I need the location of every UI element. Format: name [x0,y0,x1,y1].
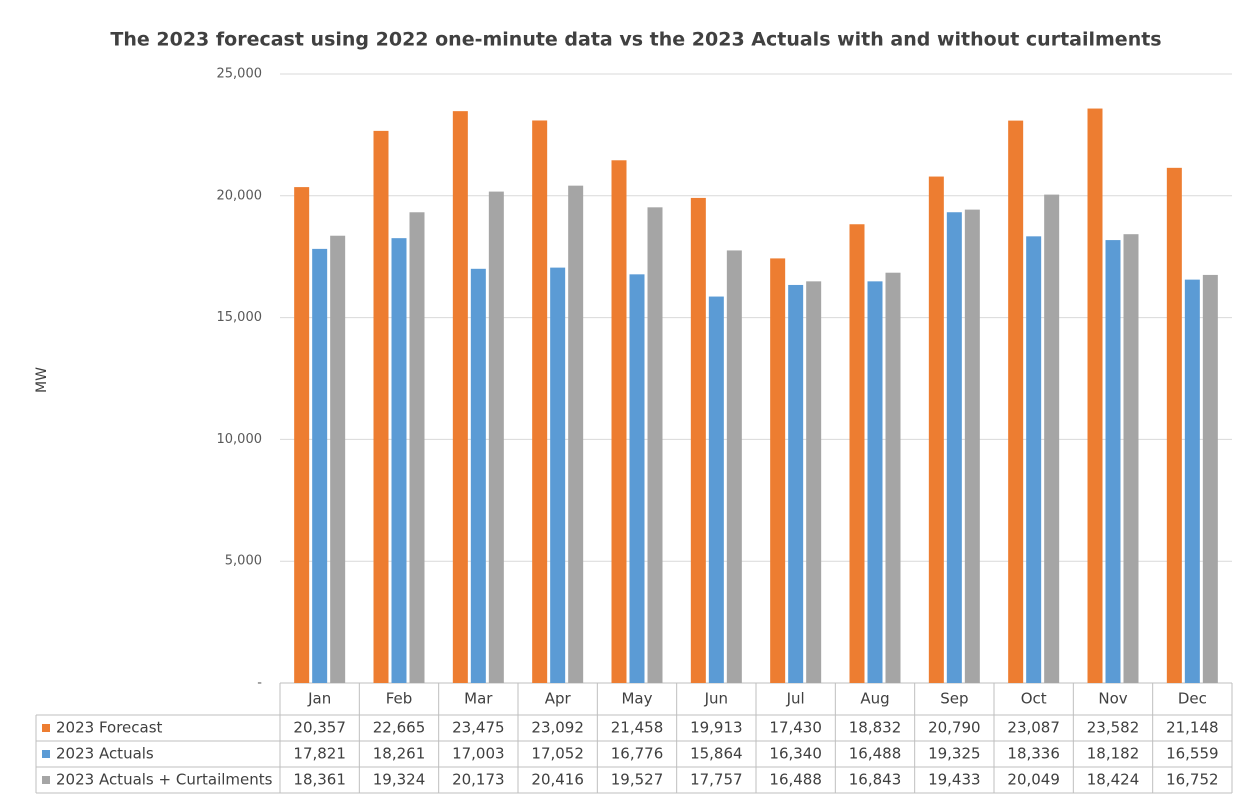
y-axis-label: MW [34,367,50,393]
table-value: 19,325 [928,745,981,763]
bar [708,296,724,683]
x-tick-label: Jun [704,690,728,708]
x-tick-label: Aug [860,690,889,708]
table-value: 20,173 [452,771,505,789]
bar [611,160,627,683]
table-value: 19,433 [928,771,981,789]
bar [312,248,328,684]
table-value: 17,757 [690,771,743,789]
legend-swatch [42,776,50,784]
y-tick-label: 5,000 [225,554,262,569]
table-value: 16,488 [769,771,822,789]
table-value: 18,361 [293,771,346,789]
table-value: 18,182 [1087,745,1140,763]
bar [532,120,548,683]
table-value: 20,416 [531,771,584,789]
x-tick-label: Feb [386,690,413,708]
table-value: 19,913 [690,719,743,737]
x-tick-label: Apr [545,690,572,708]
table-value: 17,430 [769,719,822,737]
y-tick-label: 15,000 [217,310,263,325]
x-tick-label: Dec [1178,690,1207,708]
y-tick-label: 20,000 [217,188,263,203]
bar [391,238,407,683]
x-tick-label: May [621,690,652,708]
table-value: 16,559 [1166,745,1219,763]
bar [849,224,865,683]
bar [409,212,425,683]
table-value: 18,336 [1007,745,1060,763]
legend-label: 2023 Actuals [56,745,154,763]
table-value: 17,003 [452,745,505,763]
table-value: 18,261 [373,745,426,763]
bar [1166,167,1182,683]
table-value: 17,821 [293,745,346,763]
table-value: 23,475 [452,719,505,737]
bar [1026,236,1042,684]
bar [964,209,980,683]
bar [885,272,901,683]
table-value: 16,340 [769,745,822,763]
bar [330,235,346,683]
bar [1087,108,1103,683]
table-value: 16,843 [849,771,902,789]
bar [867,281,883,683]
bar [726,250,742,683]
x-tick-label: Jan [307,690,331,708]
bar [1008,120,1024,683]
bar [1105,240,1121,683]
table-value: 19,527 [611,771,664,789]
table-value: 16,488 [849,745,902,763]
table-value: 16,752 [1166,771,1219,789]
table-value: 18,424 [1087,771,1140,789]
bar [373,130,389,683]
table-value: 23,092 [531,719,584,737]
bar [550,267,566,683]
table-value: 20,049 [1007,771,1060,789]
bar [647,207,663,684]
bar [770,258,786,683]
table-value: 23,582 [1087,719,1140,737]
table-value: 21,458 [611,719,664,737]
bar [806,281,822,683]
bar [488,191,504,683]
x-tick-label: Nov [1098,690,1127,708]
x-tick-label: Mar [464,690,493,708]
table-value: 18,832 [849,719,902,737]
x-tick-label: Sep [940,690,968,708]
y-tick-label: - [257,676,262,691]
table-value: 20,357 [293,719,346,737]
bar [470,268,486,683]
bar [1044,194,1060,683]
bar [294,187,310,683]
table-value: 22,665 [373,719,426,737]
table-value: 15,864 [690,745,743,763]
bar [1202,274,1218,683]
bar [690,197,706,684]
table-value: 21,148 [1166,719,1219,737]
table-value: 17,052 [531,745,584,763]
legend-swatch [42,724,50,732]
table-value: 19,324 [373,771,426,789]
bar [568,185,584,683]
chart-title: The 2023 forecast using 2022 one-minute … [110,29,1161,51]
legend-label: 2023 Actuals + Curtailments [56,771,273,789]
legend-label: 2023 Forecast [56,719,163,737]
table-value: 16,776 [611,745,664,763]
bar [788,284,804,683]
table-value: 23,087 [1007,719,1060,737]
x-tick-label: Jul [786,690,805,708]
table-value: 20,790 [928,719,981,737]
bar [946,212,962,684]
bar [1123,234,1139,684]
bar [928,176,944,683]
y-tick-label: 10,000 [217,432,263,447]
x-tick-label: Oct [1021,690,1047,708]
bar [452,111,468,684]
bar [1184,279,1200,683]
legend-swatch [42,750,50,758]
bar [629,274,645,683]
y-tick-label: 25,000 [217,67,263,82]
